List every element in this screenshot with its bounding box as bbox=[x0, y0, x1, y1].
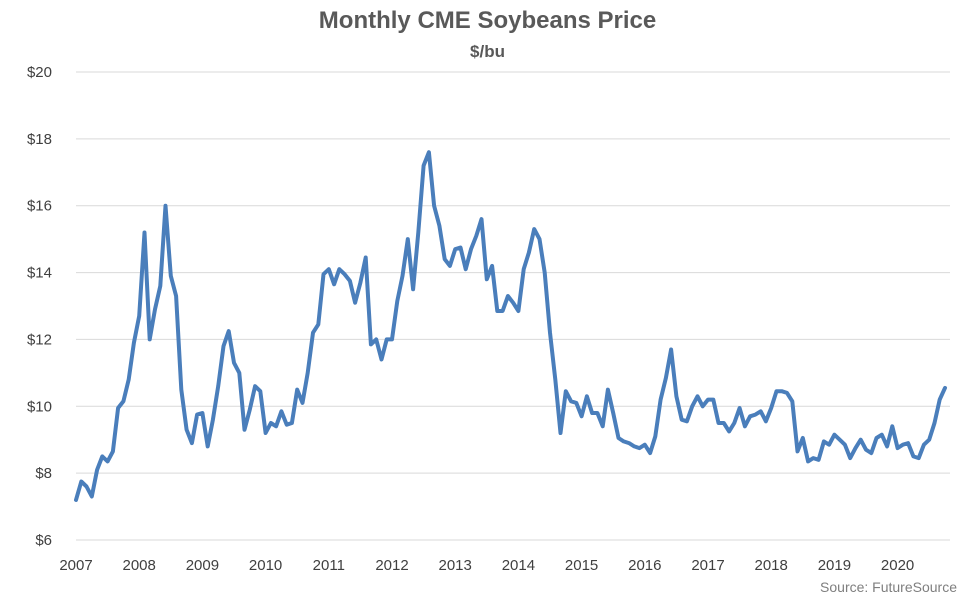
y-tick-label: $18 bbox=[27, 131, 52, 148]
x-tick-label: 2008 bbox=[123, 557, 156, 574]
x-tick-label: 2016 bbox=[628, 557, 661, 574]
x-tick-label: 2019 bbox=[818, 557, 851, 574]
x-tick-label: 2011 bbox=[313, 557, 345, 574]
x-tick-label: 2018 bbox=[755, 557, 788, 574]
source-note: Source: FutureSource bbox=[820, 579, 957, 595]
series-line-0 bbox=[74, 150, 947, 502]
x-tick-label: 2015 bbox=[565, 557, 598, 574]
x-tick-label: 2020 bbox=[881, 557, 914, 574]
chart-title: Monthly CME Soybeans Price bbox=[318, 7, 657, 34]
x-tick-label: 2013 bbox=[439, 557, 472, 574]
y-tick-label: $8 bbox=[35, 465, 52, 482]
x-tick-label: 2017 bbox=[691, 557, 724, 574]
x-tick-label: 2009 bbox=[186, 557, 219, 574]
chart-subtitle: $/bu bbox=[470, 42, 505, 61]
x-tick-label: 2010 bbox=[249, 557, 282, 574]
x-tick-label: 2007 bbox=[59, 557, 92, 574]
y-tick-label: $10 bbox=[27, 398, 52, 415]
y-tick-label: $12 bbox=[27, 331, 52, 348]
x-tick-label: 2014 bbox=[502, 557, 535, 574]
y-tick-label: $16 bbox=[27, 198, 52, 215]
y-tick-label: $6 bbox=[35, 532, 52, 549]
y-tick-label: $20 bbox=[27, 64, 52, 81]
x-tick-label: 2012 bbox=[375, 557, 408, 574]
y-tick-label: $14 bbox=[27, 265, 52, 282]
